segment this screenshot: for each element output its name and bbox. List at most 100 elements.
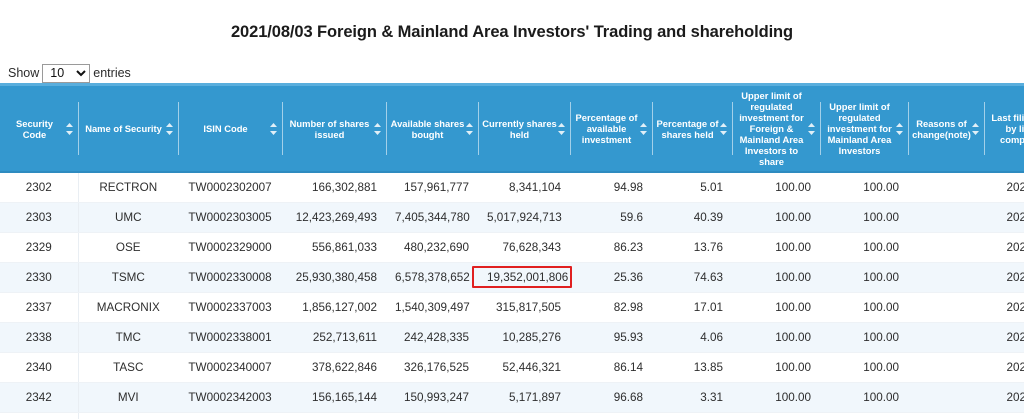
cell-upper_limit_foreign_mainland: 100.00 (732, 382, 820, 413)
cell-last_filing_date: 2021/06/16 (984, 412, 1024, 419)
header-separator (570, 102, 571, 156)
cell-available_shares_bought: 1,540,309,497 (386, 292, 478, 323)
cell-isin_code: TW0002344009 (178, 412, 282, 419)
table-row[interactable]: 2344WECTW00023440093,980,000,1933,135,15… (0, 412, 1024, 419)
cell-percentage_of_available_investment: 78.77 (570, 412, 652, 419)
cell-name_of_security: MVI (78, 382, 178, 413)
sort-toggle-icon[interactable] (639, 122, 648, 135)
table-row[interactable]: 2340 TASC TW0002340007 378,622,846 326,176,5… (0, 352, 1024, 383)
sort-toggle-icon[interactable] (557, 122, 566, 135)
column-header-1[interactable]: Name of Security (78, 83, 178, 174)
cell-name_of_security: RECTRON (78, 172, 178, 203)
cell-name_of_security: WEC (78, 412, 178, 419)
sort-toggle-icon[interactable] (971, 122, 980, 135)
cell-upper_limit_foreign_mainland: 100.00 (732, 202, 820, 233)
table-row[interactable]: 2303 UMC TW0002303005 12,423,269,493 7,405,3… (0, 202, 1024, 233)
cell-security_code: 2342 (0, 382, 79, 413)
table-row[interactable]: 2329 OSE TW0002329000 556,861,033 480,232,69… (0, 232, 1024, 263)
table-row[interactable]: 2338 TMC TW0002338001 252,713,611 242,428,33… (0, 322, 1024, 353)
header-separator (282, 102, 283, 156)
cell-percentage_of_shares_held: 21.22 (652, 412, 732, 419)
cell-available_shares_bought: 326,176,525 (386, 352, 478, 383)
sort-toggle-icon[interactable] (165, 122, 174, 135)
cell-reasons_of_change (908, 322, 984, 353)
cell-security_code: 2338 (0, 322, 79, 353)
column-header-3[interactable]: Number of shares issued (282, 83, 386, 174)
cell-upper_limit_foreign_mainland: 100.00 (732, 352, 820, 383)
column-header-2[interactable]: ISIN Code (178, 83, 282, 174)
table-row[interactable]: 2302 RECTRON TW0002302007 166,302,881 157,96… (0, 172, 1024, 203)
column-header-11[interactable]: Last filing date by listed companies (984, 83, 1024, 174)
cell-number_of_shares_issued: 12,423,269,493 (282, 202, 386, 233)
cell-name_of_security: TMC (78, 322, 178, 353)
sort-toggle-icon[interactable] (719, 122, 728, 135)
header-separator (908, 102, 909, 156)
table-row[interactable]: 2342 MVI TW0002342003 156,165,144 150,993,24… (0, 382, 1024, 413)
cell-currently_shares_held: 5,017,924,713 (478, 202, 570, 233)
sort-toggle-icon[interactable] (269, 122, 278, 135)
header-separator (178, 102, 179, 156)
column-header-7[interactable]: Percentage of shares held (652, 83, 732, 174)
cell-security_code: 2303 (0, 202, 79, 233)
cell-percentage_of_available_investment: 59.6 (570, 202, 652, 233)
cell-number_of_shares_issued: 25,930,380,458 (282, 262, 386, 293)
entries-per-page-select[interactable]: 102550100 (42, 63, 91, 83)
cell-currently_shares_held: 10,285,276 (478, 322, 570, 353)
cell-upper_limit_mainland: 100.00 (820, 382, 908, 413)
column-header-5[interactable]: Currently shares held (478, 83, 570, 174)
sort-toggle-icon[interactable] (65, 122, 74, 135)
cell-isin_code: TW0002329000 (178, 232, 282, 263)
sort-toggle-icon[interactable] (373, 122, 382, 135)
header-separator (652, 102, 653, 156)
table-row[interactable]: 2337 MACRONIX TW0002337003 1,856,127,002 1,5… (0, 292, 1024, 323)
table-row[interactable]: 2330 TSMC TW0002330008 25,930,380,458 6,578,… (0, 262, 1024, 293)
data-table-container: Security Code Name of Security ISIN Code Nu… (0, 83, 1024, 419)
column-header-9[interactable]: Upper limit of regulated investment for … (820, 83, 908, 174)
cell-percentage_of_available_investment: 86.23 (570, 232, 652, 263)
column-header-10[interactable]: Reasons of change(note) (908, 83, 984, 174)
cell-percentage_of_available_investment: 95.93 (570, 322, 652, 353)
cell-percentage_of_shares_held: 40.39 (652, 202, 732, 233)
length-prefix-label: Show (8, 66, 40, 81)
cell-percentage_of_available_investment: 86.14 (570, 352, 652, 383)
cell-percentage_of_shares_held: 4.06 (652, 322, 732, 353)
column-header-8[interactable]: Upper limit of regulated investment for … (732, 83, 820, 174)
cell-last_filing_date: 2021/05/20 (984, 322, 1024, 353)
cell-number_of_shares_issued: 1,856,127,002 (282, 292, 386, 323)
sort-toggle-icon[interactable] (465, 122, 474, 135)
column-header-label: Percentage of available investment (575, 112, 638, 146)
cell-last_filing_date: 2021/05/17 (984, 292, 1024, 323)
cell-isin_code: TW0002330008 (178, 262, 282, 293)
column-header-4[interactable]: Available shares bought (386, 83, 478, 174)
sort-toggle-icon[interactable] (807, 122, 816, 135)
page-title: 2021/08/03 Foreign & Mainland Area Inves… (230, 23, 794, 42)
cell-last_filing_date: 2021/04/12 (984, 232, 1024, 263)
cell-number_of_shares_issued: 166,302,881 (282, 172, 386, 203)
column-header-label: Currently shares held (482, 117, 557, 140)
cell-last_filing_date: 2021/06/01 (984, 382, 1024, 413)
cell-reasons_of_change (908, 382, 984, 413)
cell-number_of_shares_issued: 156,165,144 (282, 382, 386, 413)
cell-percentage_of_shares_held: 5.01 (652, 172, 732, 203)
column-header-label: Reasons of change(note) (912, 117, 971, 140)
column-header-label: Upper limit of regulated investment for … (827, 101, 892, 157)
table-header: Security Code Name of Security ISIN Code Nu… (0, 83, 1024, 174)
header-separator (820, 102, 821, 156)
cell-percentage_of_shares_held: 13.85 (652, 352, 732, 383)
cell-security_code: 2330 (0, 262, 79, 293)
cell-isin_code: TW0002302007 (178, 172, 282, 203)
column-header-0[interactable]: Security Code (0, 83, 78, 174)
cell-available_shares_bought: 3,135,156,789 (386, 412, 478, 419)
cell-currently_shares_held: 315,817,505 (478, 292, 570, 323)
sort-toggle-icon[interactable] (895, 122, 904, 135)
table-header-row: Security Code Name of Security ISIN Code Nu… (0, 83, 1024, 174)
header-separator (984, 102, 985, 156)
header-separator (732, 102, 733, 156)
cell-isin_code: TW0002340007 (178, 352, 282, 383)
cell-reasons_of_change (908, 202, 984, 233)
column-header-6[interactable]: Percentage of available investment (570, 83, 652, 174)
cell-last_filing_date: 2021/06/23 (984, 202, 1024, 233)
cell-upper_limit_foreign_mainland: 100.00 (732, 232, 820, 263)
cell-security_code: 2337 (0, 292, 79, 323)
column-header-label: Security Code (16, 117, 53, 140)
